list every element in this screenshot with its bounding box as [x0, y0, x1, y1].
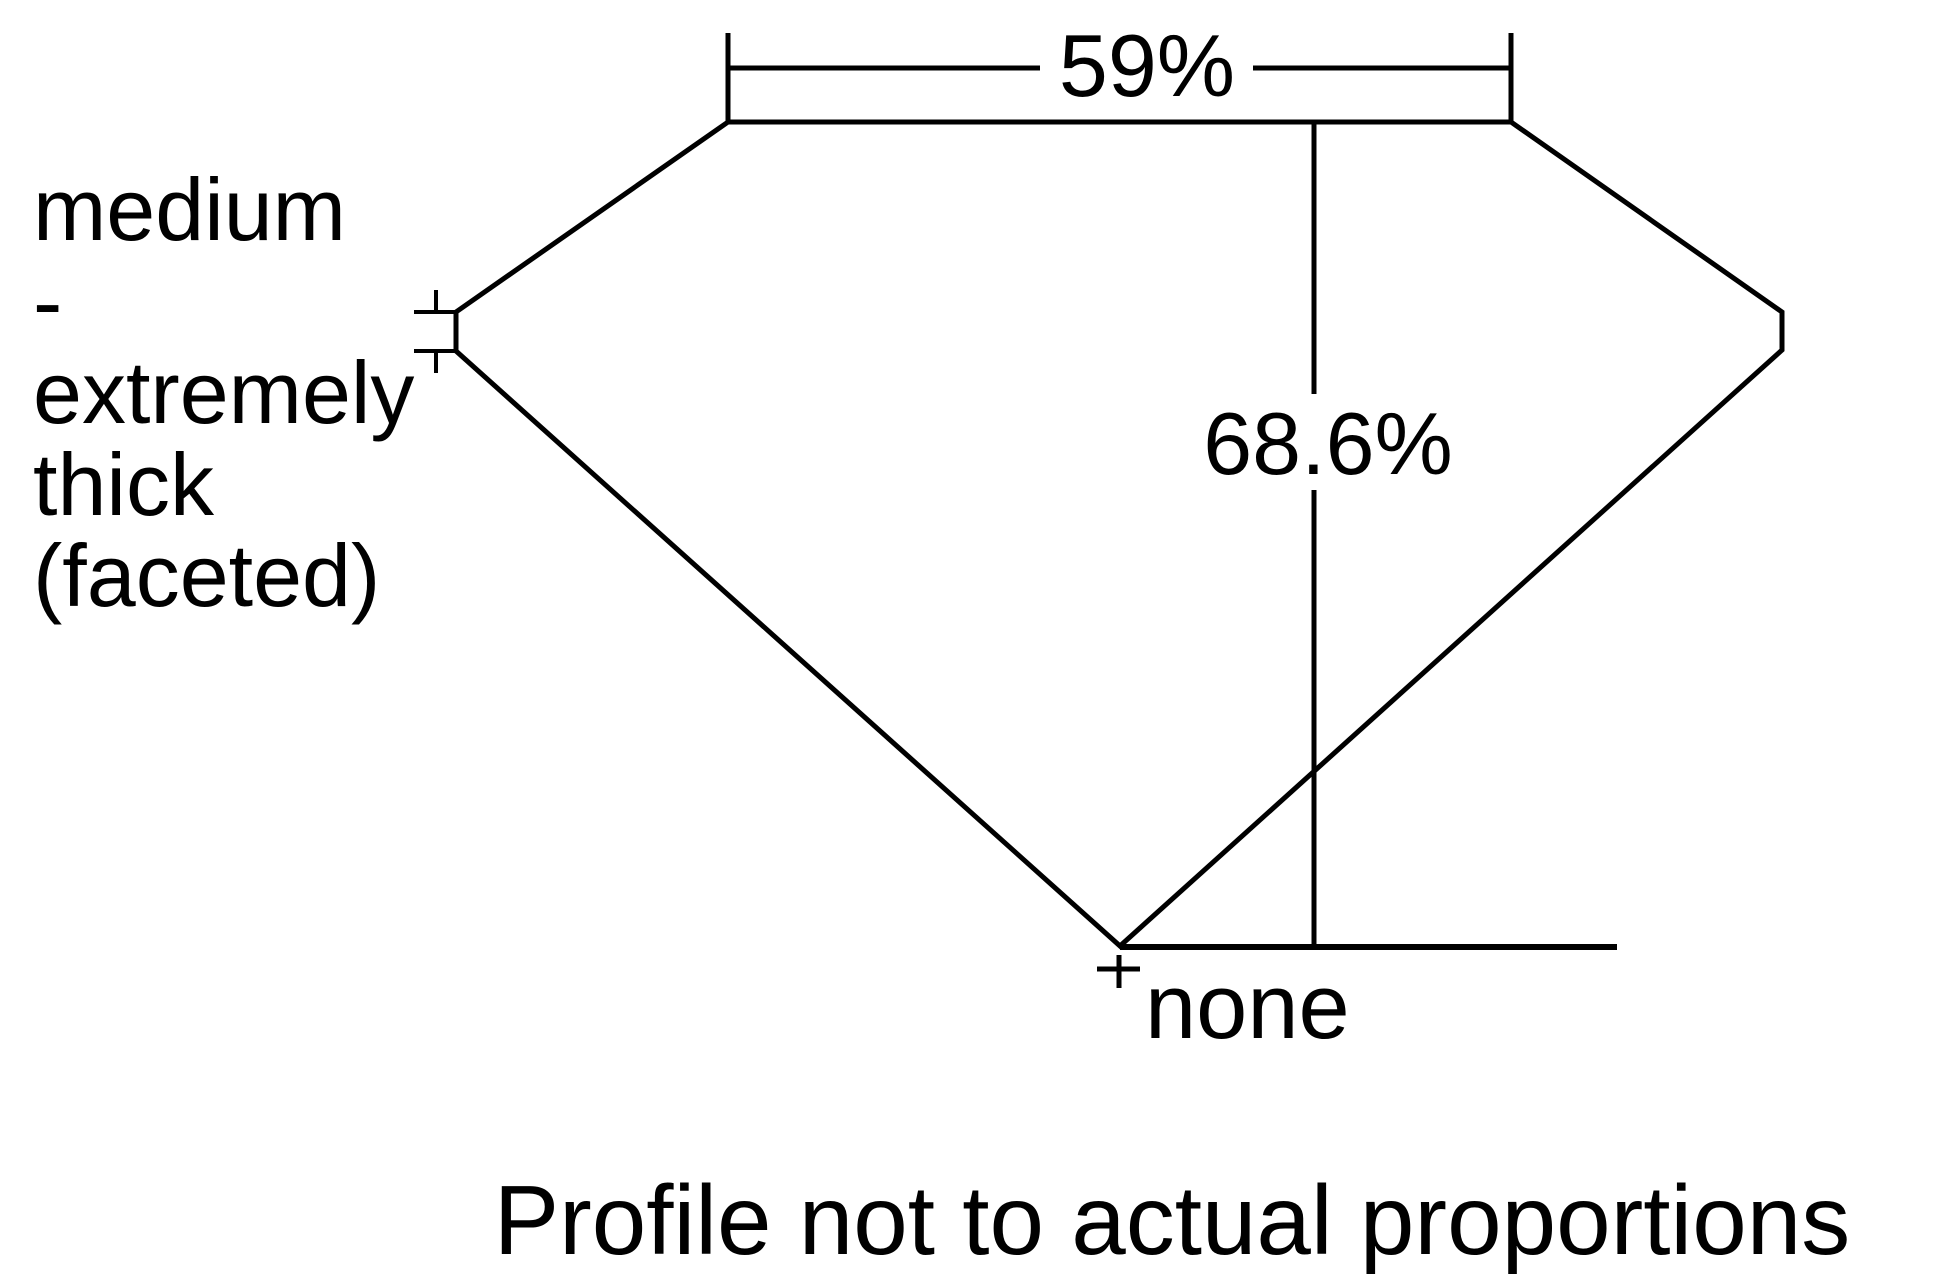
girdle-label-line-5: (faceted): [33, 526, 380, 625]
footnote-caption: Profile not to actual proportions: [494, 1165, 1850, 1274]
table-width-label: 59%: [1059, 16, 1235, 115]
girdle-label-line-4: thick: [33, 435, 215, 534]
girdle-label-line-1: medium: [33, 160, 346, 259]
diamond-outline: [453, 119, 1785, 950]
depth-label: 68.6%: [1203, 394, 1453, 493]
culet-label: none: [1145, 956, 1350, 1058]
girdle-label-line-2: -: [33, 252, 62, 351]
girdle-label-line-3: extremely: [33, 343, 414, 442]
